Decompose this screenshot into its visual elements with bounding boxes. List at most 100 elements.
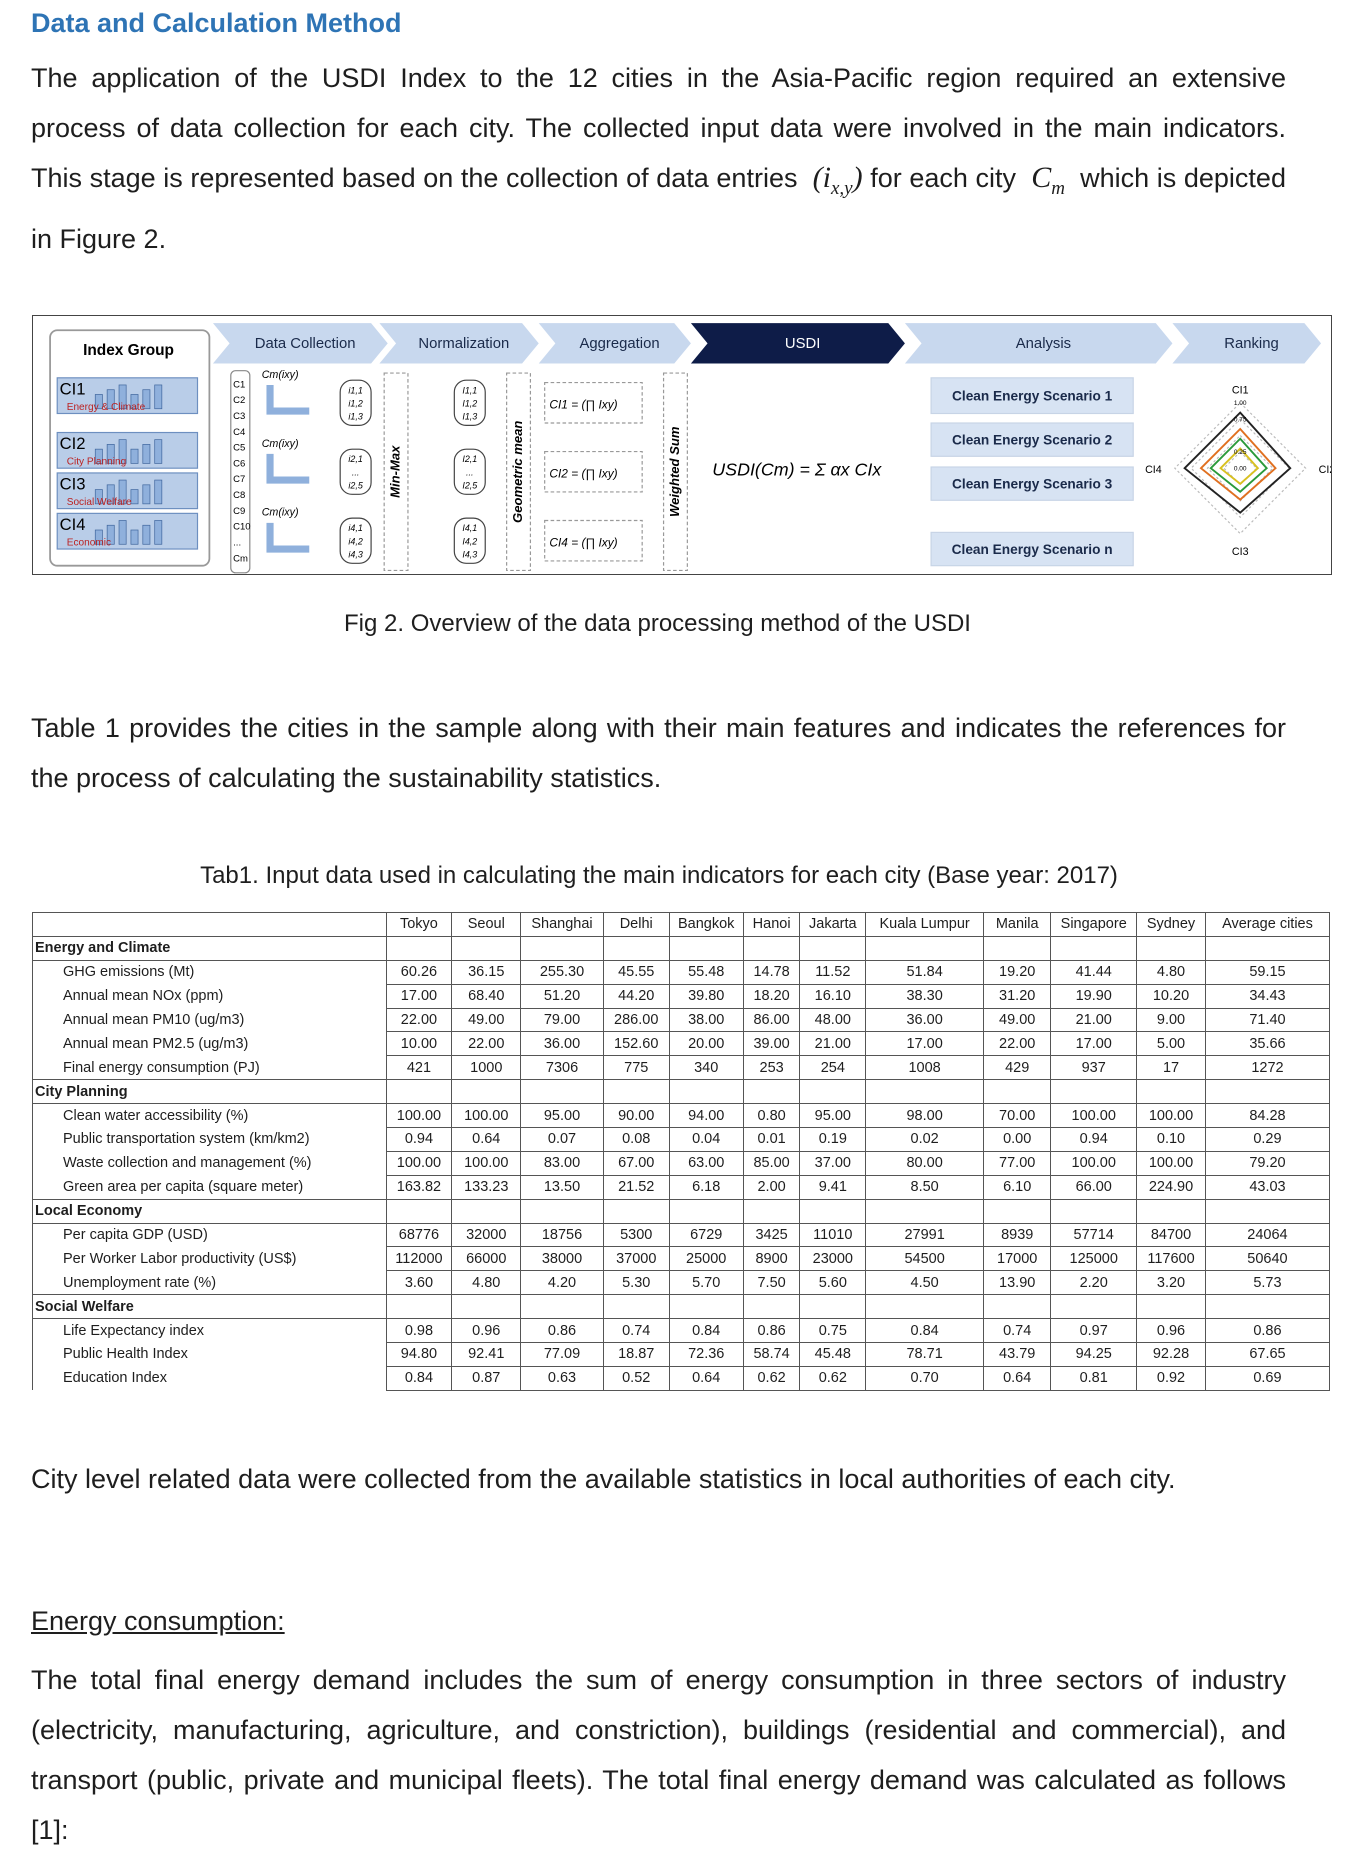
cell: 4.50 bbox=[865, 1270, 985, 1296]
cell: 77.00 bbox=[983, 1150, 1052, 1176]
cell: 6.10 bbox=[983, 1174, 1052, 1200]
cell: 39.80 bbox=[668, 983, 744, 1009]
cell: 16.10 bbox=[799, 983, 867, 1009]
empty-cell bbox=[451, 935, 522, 961]
scenario-box bbox=[930, 377, 1134, 415]
cell: 9.00 bbox=[1136, 1007, 1206, 1033]
collection-label: Cm(ixy) bbox=[262, 507, 299, 519]
cell: 38000 bbox=[520, 1246, 604, 1272]
cell: 937 bbox=[1050, 1055, 1138, 1081]
cell: 66.00 bbox=[1050, 1174, 1138, 1200]
empty-cell bbox=[799, 1294, 867, 1320]
cell: 421 bbox=[385, 1055, 453, 1081]
column-header: Manila bbox=[983, 912, 1052, 937]
row-label: Public Health Index bbox=[32, 1342, 387, 1367]
cell: 0.97 bbox=[1050, 1318, 1138, 1344]
collection-label: Cm(ixy) bbox=[262, 438, 299, 450]
cell: 0.80 bbox=[742, 1103, 801, 1129]
cell: 0.70 bbox=[865, 1365, 985, 1391]
cell: 0.96 bbox=[451, 1318, 522, 1344]
paragraph: Table 1 provides the cities in the sampl… bbox=[31, 713, 1286, 793]
cell: 0.84 bbox=[865, 1318, 985, 1344]
aggregation-box bbox=[544, 519, 643, 562]
matrix-entry: i4,3 bbox=[348, 549, 362, 559]
empty-cell bbox=[451, 1294, 522, 1320]
matrix-entry: i1,2 bbox=[348, 398, 362, 408]
matrix-entry: I1,2 bbox=[462, 398, 477, 408]
scenario-label: Clean Energy Scenario 2 bbox=[952, 432, 1113, 447]
cell: 39.00 bbox=[742, 1031, 801, 1057]
math-sub: m bbox=[1051, 178, 1065, 199]
stage-label: Data Collection bbox=[255, 336, 356, 352]
cell: 117600 bbox=[1136, 1246, 1206, 1272]
collection-label: Cm(ixy) bbox=[262, 369, 299, 381]
text: for each city bbox=[870, 163, 1016, 193]
group-label: Social Welfare bbox=[67, 497, 132, 508]
cell: 13.50 bbox=[520, 1174, 604, 1200]
cell: 1272 bbox=[1204, 1055, 1331, 1081]
cell: 17 bbox=[1136, 1055, 1206, 1081]
bar-icon bbox=[130, 489, 139, 505]
matrix-entry: I4,2 bbox=[462, 536, 477, 546]
cell: 86.00 bbox=[742, 1007, 801, 1033]
cell: 94.80 bbox=[385, 1342, 453, 1367]
cell: 0.87 bbox=[451, 1365, 522, 1391]
cell: 68776 bbox=[385, 1222, 453, 1248]
column-header: Kuala Lumpur bbox=[865, 912, 985, 937]
cell: 80.00 bbox=[865, 1150, 985, 1176]
cell: 4.80 bbox=[451, 1270, 522, 1296]
section-row: Local Economy bbox=[32, 1198, 1331, 1224]
text: The application of the USDI Index to the… bbox=[31, 63, 1286, 193]
row-label: Unemployment rate (%) bbox=[32, 1270, 387, 1295]
city-list-box bbox=[230, 370, 251, 574]
figure: Index Group CI1 Energy & Climate CI2 City Pl… bbox=[32, 315, 1332, 575]
empty-cell bbox=[385, 1294, 453, 1320]
cell: 255.30 bbox=[520, 959, 604, 985]
scenario-label: Clean Energy Scenario 1 bbox=[952, 388, 1113, 403]
stage-arrow bbox=[690, 323, 905, 364]
cell: 67.00 bbox=[602, 1150, 670, 1176]
stage-arrow bbox=[1172, 323, 1322, 364]
cell: 3425 bbox=[742, 1222, 801, 1248]
cell: 0.64 bbox=[451, 1127, 522, 1152]
cell: 36.00 bbox=[520, 1031, 604, 1057]
city-label: C5 bbox=[233, 443, 245, 454]
stage-arrow bbox=[212, 323, 388, 364]
cell: 17.00 bbox=[1050, 1031, 1138, 1057]
bar-icon bbox=[118, 439, 127, 464]
empty-cell bbox=[451, 1198, 522, 1224]
ci-label: CI3 bbox=[60, 475, 86, 494]
table-caption: Tab1. Input data used in calculating the… bbox=[200, 862, 1118, 889]
scenario-box bbox=[930, 531, 1134, 567]
cell: 8.50 bbox=[865, 1174, 985, 1200]
section-row: Energy and Climate bbox=[32, 935, 1331, 961]
bar-icon bbox=[94, 394, 103, 410]
cell: 51.20 bbox=[520, 983, 604, 1009]
cell: 17000 bbox=[983, 1246, 1052, 1272]
empty-cell bbox=[668, 1079, 744, 1105]
cell: 429 bbox=[983, 1055, 1052, 1081]
cell: 0.69 bbox=[1204, 1365, 1331, 1391]
data-row: Final energy consumption (PJ) 421 1000 7306… bbox=[32, 1055, 1331, 1081]
empty-cell bbox=[865, 1294, 985, 1320]
math: Cm bbox=[1031, 161, 1065, 199]
row-label: Annual mean NOx (ppm) bbox=[32, 984, 387, 1009]
bar-icon bbox=[94, 529, 103, 545]
row-label: Per Worker Labor productivity (US$) bbox=[32, 1246, 387, 1271]
bar-icon bbox=[154, 520, 163, 545]
cell: 49.00 bbox=[983, 1007, 1052, 1033]
city-label: Cm bbox=[233, 553, 248, 564]
side-label: Weighted Sum bbox=[667, 426, 682, 517]
column-header: Delhi bbox=[602, 912, 670, 937]
cell: 35.66 bbox=[1204, 1031, 1331, 1057]
group-layer bbox=[56, 431, 199, 469]
bar-icon bbox=[106, 444, 115, 464]
row-label: Annual mean PM2.5 (ug/m3) bbox=[32, 1031, 387, 1056]
empty-cell bbox=[602, 1294, 670, 1320]
cell: 112000 bbox=[385, 1246, 453, 1272]
cell: 67.65 bbox=[1204, 1342, 1331, 1367]
cell: 45.48 bbox=[799, 1342, 867, 1367]
stage-arrow bbox=[904, 323, 1173, 364]
radar-ring bbox=[1223, 450, 1258, 486]
